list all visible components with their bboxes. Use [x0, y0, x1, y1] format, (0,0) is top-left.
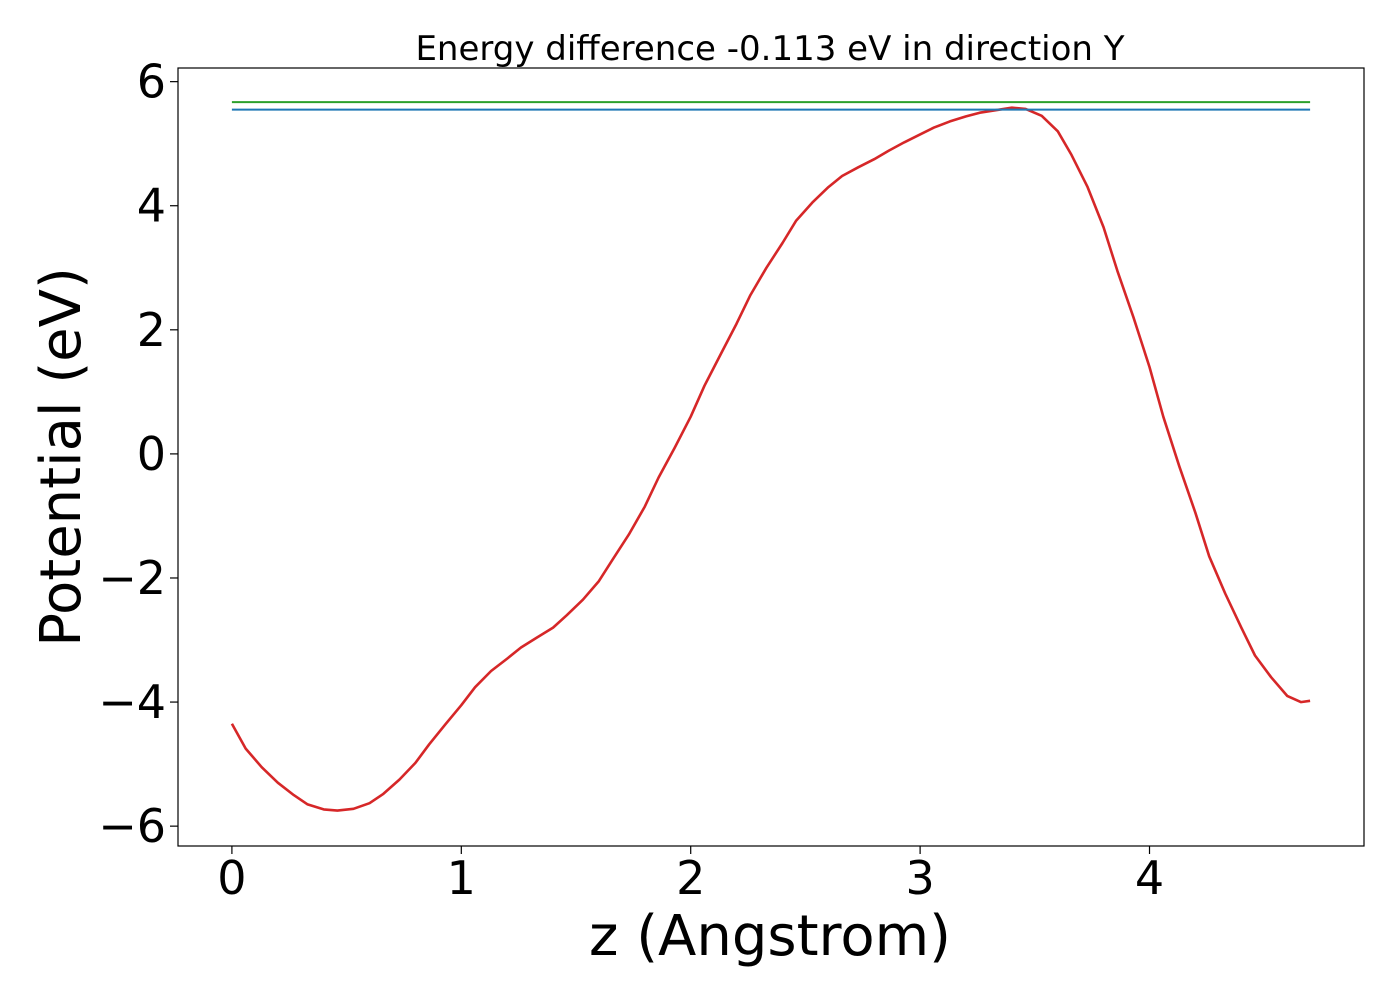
y-tick-label: 2	[137, 303, 166, 357]
plot-area: 0 1 2 3 4 −6 −4 −2 0 2 4 6	[98, 55, 1365, 905]
chart-title: Energy difference -0.113 eV in direction…	[415, 29, 1124, 69]
y-tick-label: −6	[98, 799, 166, 853]
y-tick-label: −2	[98, 551, 166, 605]
x-tick-label: 3	[905, 851, 934, 905]
x-axis-label: z (Angstrom)	[589, 904, 951, 969]
series-line-1	[230, 106, 1311, 812]
x-tick-label: 4	[1135, 851, 1164, 905]
y-tick-label: 4	[137, 179, 166, 233]
y-axis-label: Potential (eV)	[29, 267, 94, 647]
x-tick-label: 1	[447, 851, 476, 905]
y-tick-label: 0	[137, 427, 166, 481]
x-tick-label: 0	[217, 851, 246, 905]
y-tick-label: −4	[98, 675, 166, 729]
y-tick-label: 6	[137, 55, 166, 109]
plot-frame	[177, 67, 1365, 847]
x-tick-label: 2	[676, 851, 705, 905]
